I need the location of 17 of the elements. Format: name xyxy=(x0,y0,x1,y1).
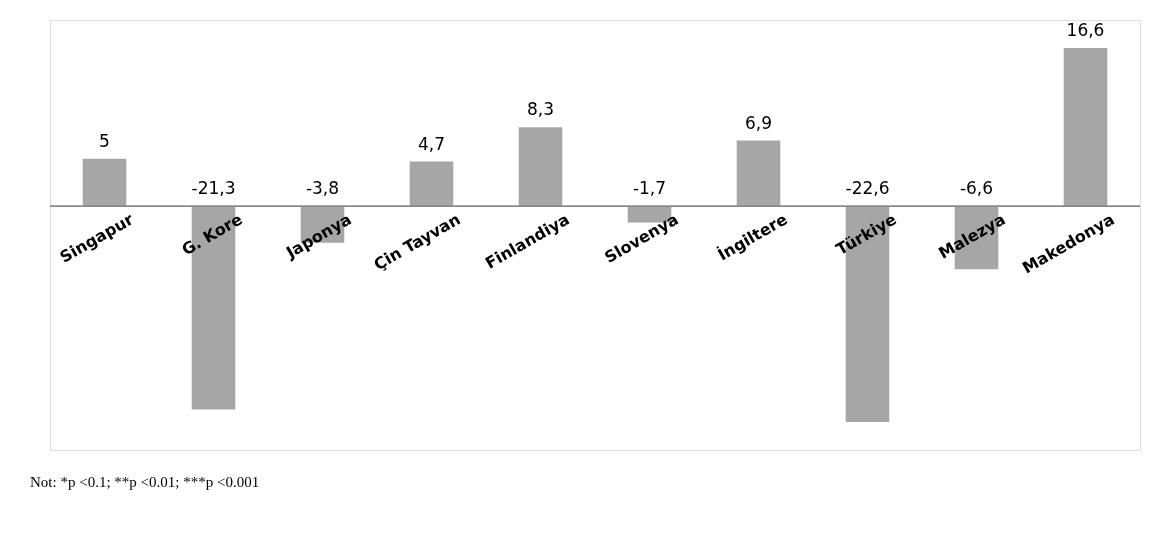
text: Not: *p <0.1; **p <0.01; ***p <0.001 xyxy=(30,474,260,490)
data-label: 8,3 xyxy=(526,99,555,120)
data-label: 5 xyxy=(99,130,110,151)
data-label: 4,7 xyxy=(417,133,446,154)
data-label: 16,6 xyxy=(1066,20,1105,40)
data-label: -1,7 xyxy=(632,178,667,199)
data-label: -22,6 xyxy=(845,178,890,199)
x-tick-label: G. Kore xyxy=(178,209,246,260)
data-label: -21,3 xyxy=(191,178,236,199)
data-label: -6,6 xyxy=(959,178,994,199)
bar xyxy=(736,140,781,207)
data-label: 6,9 xyxy=(744,112,773,133)
data-label: -3,8 xyxy=(305,178,340,199)
bar xyxy=(82,158,127,207)
bar xyxy=(518,127,563,207)
bar xyxy=(1063,48,1108,207)
bar xyxy=(409,161,454,207)
